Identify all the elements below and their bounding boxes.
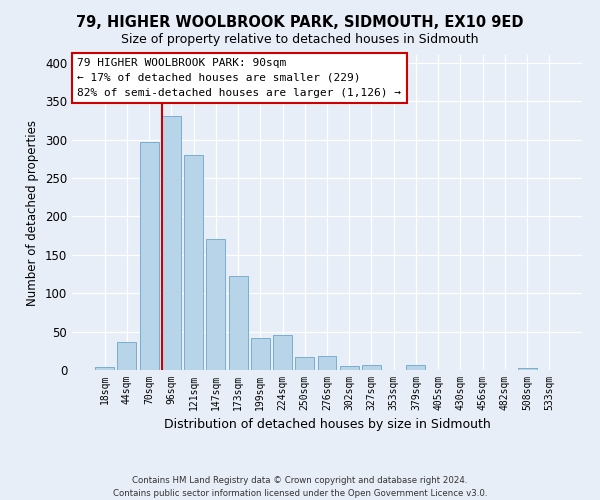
- Bar: [118, 342, 136, 370]
- Bar: [229, 276, 248, 370]
- Bar: [273, 334, 292, 370]
- Bar: [251, 338, 270, 370]
- Y-axis label: Number of detached properties: Number of detached properties: [26, 120, 40, 306]
- X-axis label: Distribution of detached houses by size in Sidmouth: Distribution of detached houses by size …: [164, 418, 490, 432]
- Bar: [206, 240, 225, 370]
- Bar: [362, 366, 381, 370]
- Text: Size of property relative to detached houses in Sidmouth: Size of property relative to detached ho…: [121, 32, 479, 46]
- Text: 79 HIGHER WOOLBROOK PARK: 90sqm
← 17% of detached houses are smaller (229)
82% o: 79 HIGHER WOOLBROOK PARK: 90sqm ← 17% of…: [77, 58, 401, 98]
- Bar: [95, 367, 114, 370]
- Text: 79, HIGHER WOOLBROOK PARK, SIDMOUTH, EX10 9ED: 79, HIGHER WOOLBROOK PARK, SIDMOUTH, EX1…: [76, 15, 524, 30]
- Bar: [162, 116, 181, 370]
- Bar: [140, 142, 158, 370]
- Bar: [184, 155, 203, 370]
- Text: Contains HM Land Registry data © Crown copyright and database right 2024.
Contai: Contains HM Land Registry data © Crown c…: [113, 476, 487, 498]
- Bar: [340, 366, 359, 370]
- Bar: [295, 357, 314, 370]
- Bar: [406, 364, 425, 370]
- Bar: [518, 368, 536, 370]
- Bar: [317, 356, 337, 370]
